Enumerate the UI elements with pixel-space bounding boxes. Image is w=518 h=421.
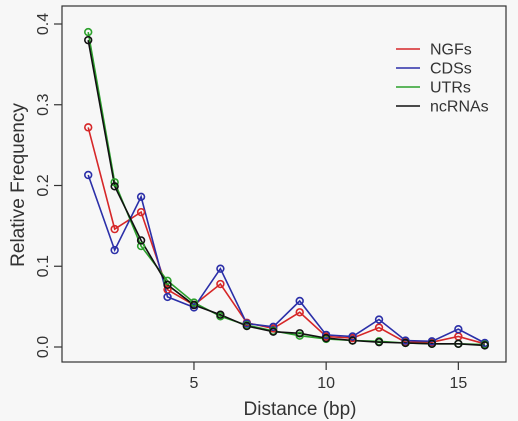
data-point-cdss	[163, 292, 172, 302]
series-line-ncrnas	[87, 40, 485, 347]
legend-label-cdss: CDSs	[430, 61, 472, 78]
data-point-ngfs	[374, 323, 384, 332]
data-point-ngfs	[295, 308, 304, 317]
data-point-ngfs	[110, 224, 119, 234]
data-point-ncrnas	[242, 321, 252, 331]
legend: NGFs CDSs UTRs ncRNAs	[396, 42, 489, 116]
x-tick-label: 10	[317, 375, 335, 392]
y-axis-title: Relative Frequency	[8, 103, 29, 267]
data-point-ngfs	[136, 207, 146, 217]
data-point-ncrnas	[295, 329, 304, 338]
y-tick-label: 0.4	[35, 13, 52, 35]
data-point-ngfs	[84, 123, 93, 132]
data-point-utrs	[163, 276, 172, 285]
data-point-cdss	[454, 325, 463, 334]
x-axis: 5 10 15	[190, 362, 467, 392]
data-point-cdss	[374, 315, 384, 324]
legend-label-ncrnas: ncRNAs	[430, 99, 489, 116]
legend-label-utrs: UTRs	[430, 80, 471, 97]
data-point-cdss	[84, 170, 93, 180]
data-point-ncrnas	[401, 338, 410, 348]
data-point-utrs	[136, 241, 146, 251]
legend-label-ngfs: NGFs	[430, 42, 472, 59]
data-point-ncrnas	[427, 339, 437, 348]
data-point-ncrnas	[374, 337, 384, 347]
data-point-ncrnas	[136, 236, 146, 245]
x-tick-label: 15	[449, 375, 467, 392]
data-point-ngfs	[216, 279, 225, 289]
data-point-ncrnas	[110, 182, 119, 191]
series-line-utrs	[87, 31, 485, 346]
x-axis-title: Distance (bp)	[244, 399, 357, 420]
data-point-ncrnas	[84, 35, 93, 45]
data-point-ncrnas	[163, 280, 172, 290]
x-tick-label: 5	[190, 375, 199, 392]
series-line-ngfs	[87, 127, 486, 345]
data-point-cdss	[110, 245, 119, 255]
data-point-utrs	[84, 27, 93, 37]
y-tick-label: 0.1	[35, 255, 52, 277]
data-point-ncrnas	[348, 336, 357, 345]
data-point-utrs	[110, 178, 119, 187]
data-point-ncrnas	[321, 333, 331, 343]
data-point-cdss	[321, 330, 331, 340]
data-point-ncrnas	[189, 300, 199, 310]
y-tick-label: 0.2	[35, 174, 52, 196]
series-line-cdss	[87, 174, 486, 344]
y-axis: 0.0 0.1 0.2 0.3 0.4	[35, 13, 62, 358]
data-point-cdss	[348, 332, 357, 341]
data-point-cdss	[136, 192, 146, 202]
data-point-cdss	[216, 264, 225, 273]
data-point-cdss	[269, 322, 278, 332]
data-point-cdss	[295, 296, 304, 306]
plot-frame	[61, 5, 507, 363]
data-point-ncrnas	[454, 339, 463, 348]
data-point-ncrnas	[480, 341, 489, 350]
data-point-ncrnas	[216, 310, 225, 319]
y-tick-label: 0.3	[35, 94, 52, 116]
data-point-ncrnas	[269, 327, 278, 336]
series-layer	[84, 27, 489, 350]
y-tick-label: 0.0	[35, 336, 52, 358]
